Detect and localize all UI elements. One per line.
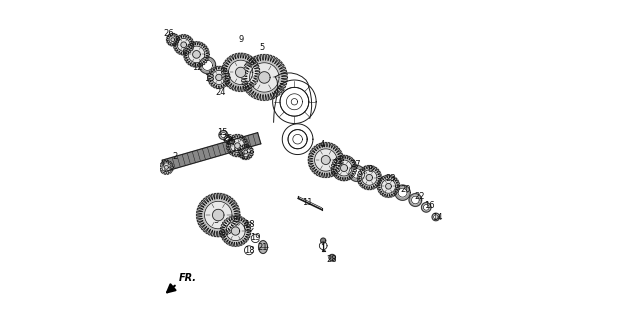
- Polygon shape: [202, 60, 212, 70]
- Text: 23: 23: [332, 159, 343, 168]
- Polygon shape: [216, 74, 222, 81]
- Text: 19: 19: [250, 233, 260, 242]
- Polygon shape: [212, 209, 224, 221]
- Polygon shape: [196, 193, 240, 237]
- Polygon shape: [352, 169, 362, 178]
- Polygon shape: [321, 156, 330, 164]
- Polygon shape: [241, 54, 287, 100]
- Polygon shape: [349, 165, 365, 181]
- Text: 14: 14: [433, 213, 443, 222]
- Text: 2: 2: [173, 152, 178, 161]
- Polygon shape: [228, 60, 253, 84]
- Polygon shape: [221, 53, 260, 92]
- Polygon shape: [199, 57, 216, 74]
- Polygon shape: [162, 163, 171, 172]
- Polygon shape: [386, 183, 392, 189]
- Polygon shape: [232, 227, 240, 235]
- Polygon shape: [241, 147, 251, 157]
- Polygon shape: [159, 160, 173, 174]
- Polygon shape: [434, 215, 438, 219]
- Polygon shape: [205, 201, 232, 229]
- Polygon shape: [308, 142, 344, 178]
- Polygon shape: [207, 66, 230, 89]
- Text: 25: 25: [226, 137, 236, 146]
- Polygon shape: [238, 144, 253, 160]
- Polygon shape: [236, 67, 246, 77]
- Text: 16: 16: [424, 201, 435, 210]
- Text: 15: 15: [217, 128, 228, 137]
- Polygon shape: [409, 194, 422, 206]
- Polygon shape: [235, 143, 240, 148]
- Polygon shape: [219, 131, 228, 140]
- Text: 6: 6: [231, 228, 236, 237]
- Polygon shape: [332, 155, 357, 181]
- Polygon shape: [163, 133, 260, 171]
- Polygon shape: [226, 137, 230, 141]
- Polygon shape: [381, 179, 396, 193]
- Polygon shape: [166, 33, 179, 46]
- Text: 20: 20: [401, 185, 411, 194]
- Text: 25: 25: [222, 134, 232, 143]
- Polygon shape: [173, 35, 194, 55]
- Text: 9: 9: [238, 36, 243, 44]
- Polygon shape: [184, 42, 209, 67]
- Polygon shape: [250, 63, 279, 92]
- Text: 24: 24: [215, 88, 225, 97]
- Polygon shape: [366, 174, 372, 181]
- Polygon shape: [227, 134, 249, 157]
- Polygon shape: [244, 150, 248, 154]
- Polygon shape: [357, 165, 381, 190]
- Text: 5: 5: [259, 43, 264, 52]
- Text: 26: 26: [164, 29, 174, 38]
- Polygon shape: [422, 203, 431, 212]
- Polygon shape: [226, 221, 245, 241]
- Polygon shape: [224, 135, 232, 143]
- Polygon shape: [181, 42, 187, 48]
- Text: 18: 18: [244, 246, 254, 255]
- Polygon shape: [229, 140, 233, 144]
- Text: 8: 8: [367, 165, 372, 174]
- Polygon shape: [221, 132, 226, 138]
- Text: 10: 10: [232, 144, 242, 153]
- Polygon shape: [188, 46, 205, 63]
- Polygon shape: [193, 51, 200, 58]
- Text: 7: 7: [180, 45, 186, 54]
- Polygon shape: [169, 36, 177, 44]
- Polygon shape: [259, 241, 268, 253]
- Text: 27: 27: [351, 160, 361, 169]
- Polygon shape: [177, 38, 190, 51]
- Text: 4: 4: [320, 140, 325, 149]
- Text: 23: 23: [385, 174, 396, 183]
- Polygon shape: [398, 188, 407, 197]
- Text: 18: 18: [244, 220, 254, 229]
- Polygon shape: [259, 72, 270, 83]
- Text: 17: 17: [241, 152, 251, 161]
- Text: 1: 1: [320, 244, 325, 253]
- Polygon shape: [164, 165, 168, 169]
- Polygon shape: [336, 160, 352, 176]
- Polygon shape: [230, 139, 244, 153]
- Polygon shape: [329, 254, 335, 261]
- Polygon shape: [171, 38, 175, 42]
- Polygon shape: [395, 185, 410, 200]
- Polygon shape: [378, 175, 399, 197]
- Text: 3: 3: [213, 216, 219, 225]
- Text: 28: 28: [327, 255, 337, 264]
- Text: 13: 13: [204, 74, 215, 83]
- Text: 21: 21: [258, 244, 268, 252]
- Text: 12: 12: [193, 63, 203, 72]
- Polygon shape: [228, 139, 234, 145]
- Polygon shape: [321, 238, 326, 243]
- Polygon shape: [424, 204, 429, 210]
- Polygon shape: [432, 213, 440, 221]
- Polygon shape: [340, 164, 348, 172]
- Polygon shape: [220, 216, 251, 246]
- Text: 22: 22: [414, 192, 424, 201]
- Text: FR.: FR.: [179, 273, 196, 283]
- Polygon shape: [362, 170, 377, 185]
- Text: 11: 11: [303, 198, 313, 207]
- Polygon shape: [412, 196, 419, 204]
- Polygon shape: [212, 70, 226, 84]
- Polygon shape: [315, 149, 337, 171]
